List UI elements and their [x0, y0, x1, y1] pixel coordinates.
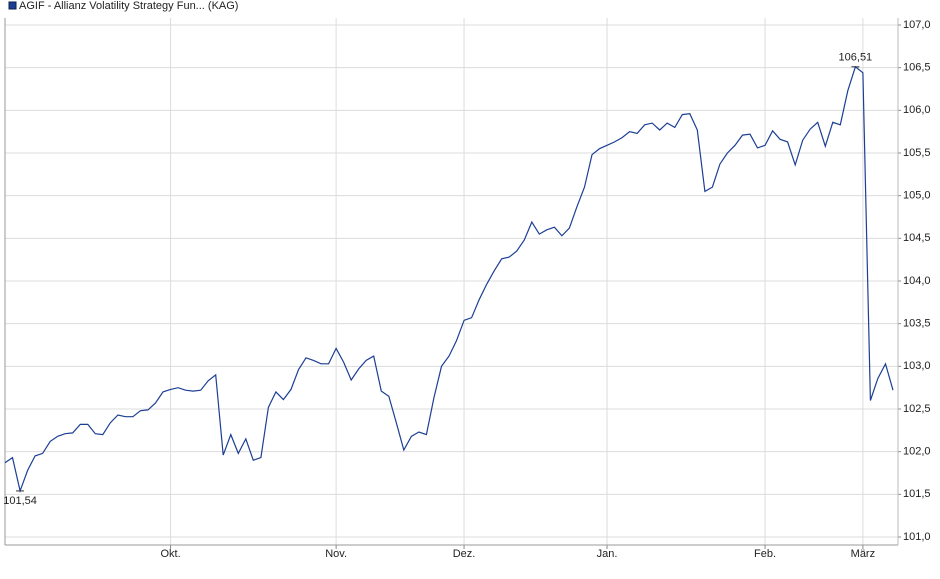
x-tick-label: März — [851, 548, 875, 560]
x-tick-label: Feb. — [754, 548, 776, 560]
y-tick-label: 103,5 — [903, 318, 931, 330]
x-tick-label: Okt. — [160, 548, 180, 560]
y-tick-label: 106,0 — [903, 104, 931, 116]
y-tick-label: 102,5 — [903, 403, 931, 415]
y-tick-label: 104,0 — [903, 275, 931, 287]
y-tick-label: 104,5 — [903, 232, 931, 244]
x-tick-label: Dez. — [453, 548, 476, 560]
y-tick-label: 106,5 — [903, 62, 931, 74]
y-tick-label: 105,5 — [903, 147, 931, 159]
y-tick-label: 107,0 — [903, 19, 931, 31]
series-line — [4, 65, 894, 494]
x-tick-label: Jan. — [597, 548, 618, 560]
value-label: 101,54 — [3, 495, 37, 507]
y-tick-label: 105,0 — [903, 190, 931, 202]
y-tick-label: 101,5 — [903, 488, 931, 500]
legend-label: AGIF - Allianz Volatility Strategy Fun..… — [19, 0, 238, 12]
legend-swatch — [8, 1, 17, 10]
y-tick-label: 103,0 — [903, 360, 931, 372]
y-tick-label: 102,0 — [903, 446, 931, 458]
x-tick-label: Nov. — [325, 548, 347, 560]
y-tick-label: 101,0 — [903, 531, 931, 543]
value-label: 106,51 — [839, 52, 873, 64]
